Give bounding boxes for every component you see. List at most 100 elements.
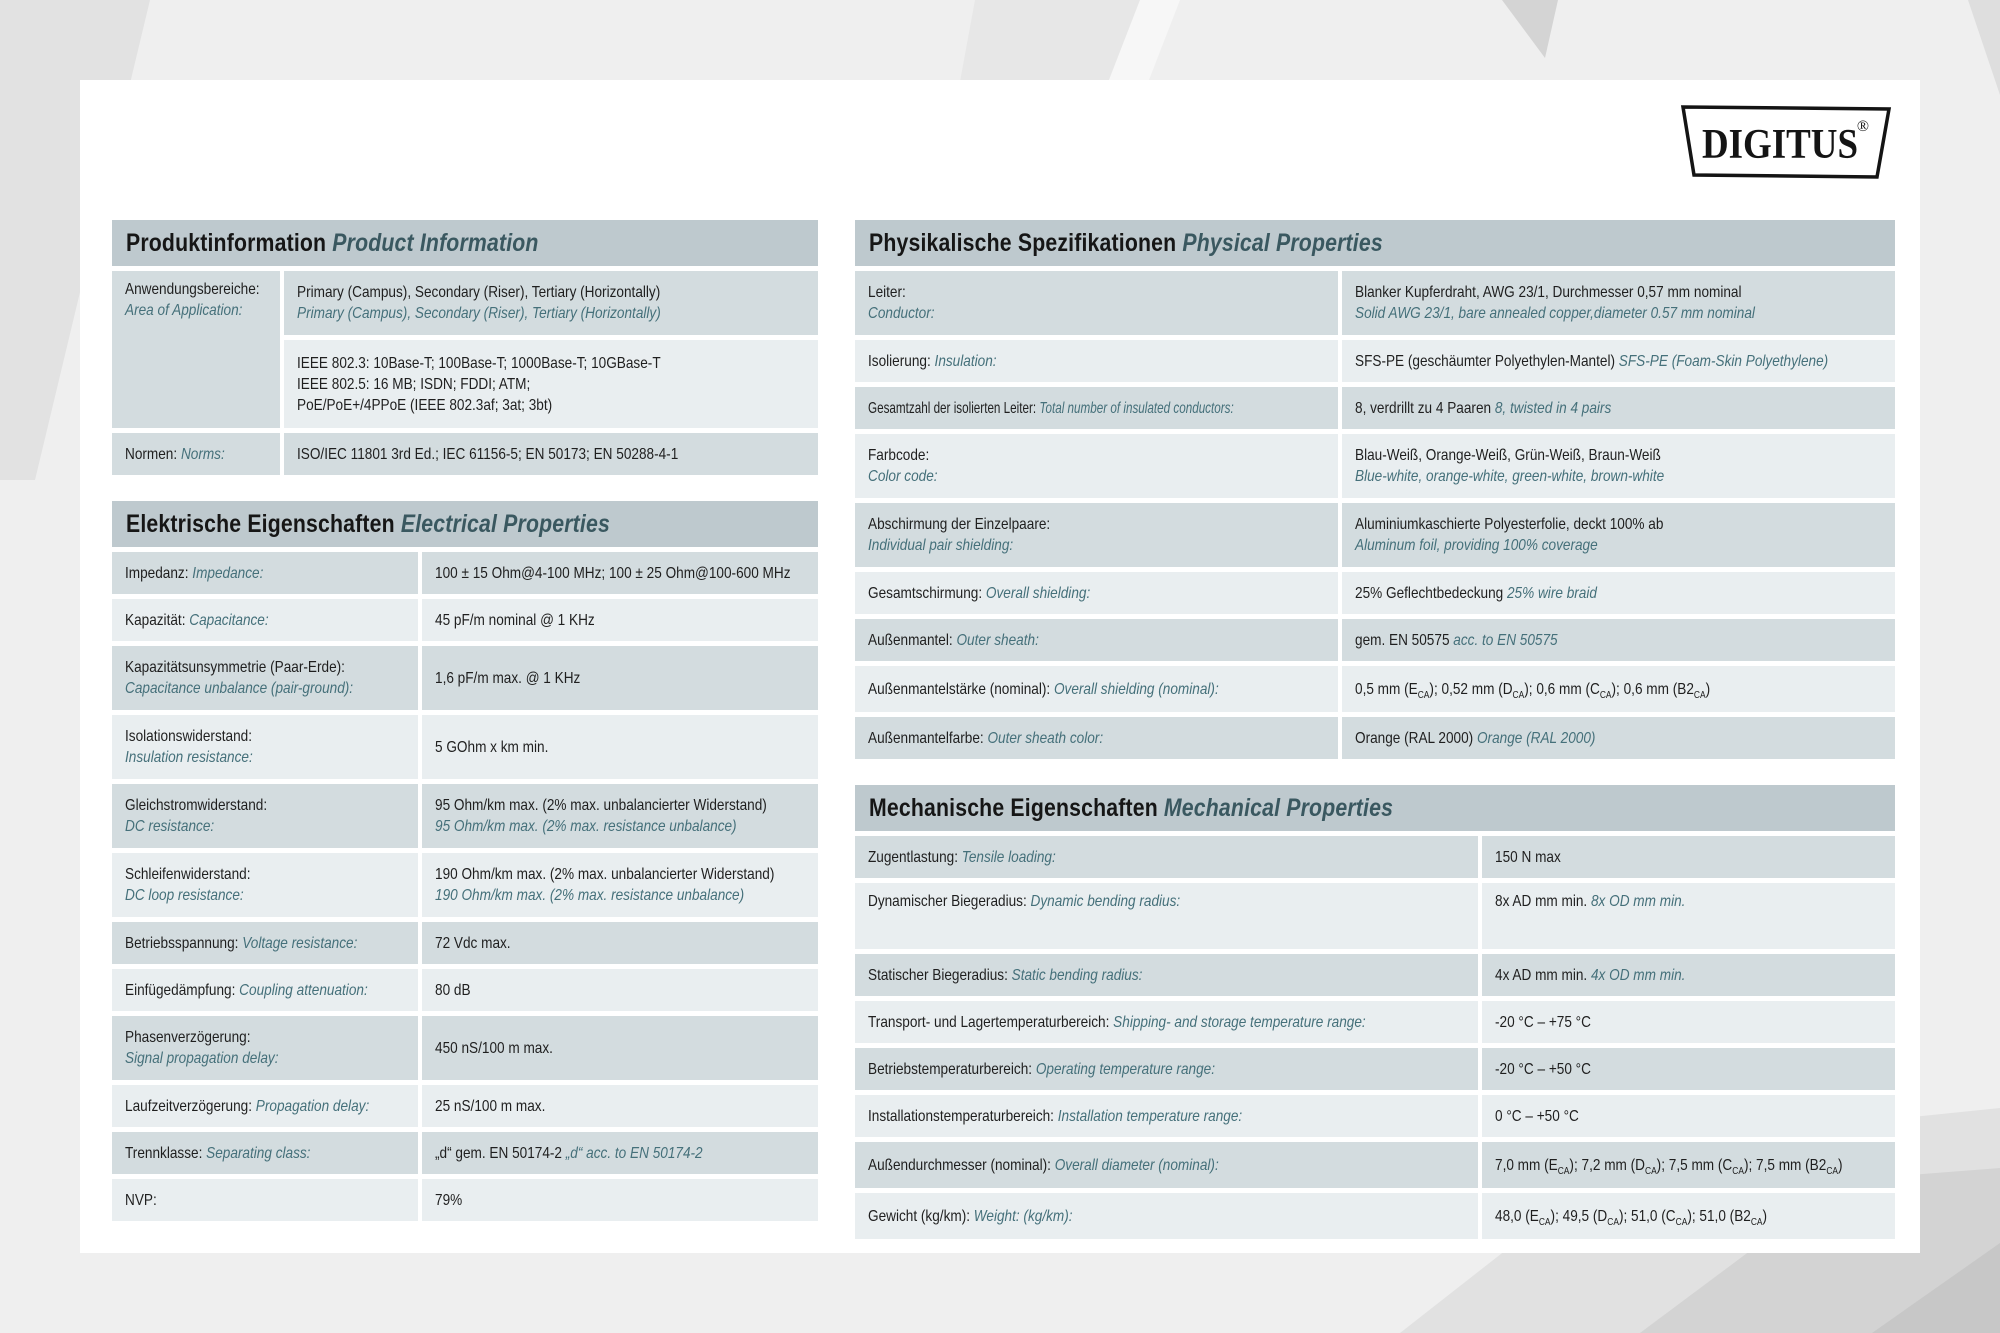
label-en: Overall diameter (nominal):	[1054, 1156, 1219, 1174]
section-rows: Anwendungsbereiche: Area of Application:…	[112, 271, 818, 475]
spec-value-cell: 8x AD mm min. 8x OD mm min.	[1482, 883, 1895, 949]
spec-row: Phasenverzögerung: Signal propagation de…	[112, 1016, 818, 1080]
spec-label-cell: Außenmantelfarbe: Outer sheath color:	[855, 717, 1338, 759]
value-de: 48,0 (ECA); 49,5 (DCA); 51,0 (CCA); 51,0…	[1495, 1207, 1768, 1228]
spec-value-cell: 95 Ohm/km max. (2% max. unbalancierter W…	[422, 784, 818, 848]
spec-row: Isolationswiderstand: Insulation resista…	[112, 715, 818, 779]
spec-label-cell: Abschirmung der Einzelpaare: Individual …	[855, 503, 1338, 567]
section-physical-properties: Physikalische Spezifikationen Physical P…	[855, 220, 1895, 759]
spec-value-cell: gem. EN 50575 acc. to EN 50575	[1342, 619, 1895, 661]
value-en: 8, twisted in 4 pairs	[1494, 399, 1612, 417]
value-de: Orange (RAL 2000)	[1355, 729, 1474, 747]
label-en: Conductor:	[868, 305, 935, 322]
spec-row: Betriebsspannung: Voltage resistance: 72…	[112, 922, 818, 964]
value-en: acc. to EN 50575	[1453, 631, 1558, 649]
spec-value-cell: 79%	[422, 1179, 818, 1221]
value-de: Primary (Campus), Secondary (Riser), Ter…	[297, 284, 661, 301]
spec-label-cell: Farbcode: Color code:	[855, 434, 1338, 498]
value-en: „d“ acc. to EN 50174-2	[565, 1144, 703, 1162]
spec-label-cell: Dynamischer Biegeradius: Dynamic bending…	[855, 883, 1478, 949]
spec-row: Kapazitätsunsymmetrie (Paar-Erde): Capac…	[112, 646, 818, 710]
label-de: Installationstemperaturbereich:	[868, 1107, 1054, 1125]
value-de: 1,6 pF/m max. @ 1 KHz	[435, 669, 581, 687]
label-en: Static bending radius:	[1011, 966, 1143, 984]
value-de: 8x AD mm min.	[1495, 893, 1588, 910]
label-de: Gesamtschirmung:	[868, 584, 983, 602]
spec-value-cell: 80 dB	[422, 969, 818, 1011]
value-de: Aluminiumkaschierte Polyesterfolie, deck…	[1355, 516, 1664, 533]
label-en: Total number of insulated conductors:	[1039, 399, 1234, 417]
spec-value-cell: 72 Vdc max.	[422, 922, 818, 964]
spec-label-cell: Gewicht (kg/km): Weight: (kg/km):	[855, 1193, 1478, 1239]
label-de: Anwendungsbereiche:	[125, 281, 260, 298]
value-de: 450 nS/100 m max.	[435, 1039, 553, 1057]
label-en: Overall shielding (nominal):	[1053, 680, 1219, 698]
spec-row: Gleichstromwiderstand: DC resistance: 95…	[112, 784, 818, 848]
label-de: Außenmantelstärke (nominal):	[868, 680, 1051, 698]
section-header: Elektrische Eigenschaften Electrical Pro…	[112, 501, 818, 547]
spec-label-cell: Kapazität: Capacitance:	[112, 599, 418, 641]
spec-label-cell: Statischer Biegeradius: Static bending r…	[855, 954, 1478, 996]
label-de: NVP:	[125, 1191, 157, 1209]
value-de: 4x AD mm min.	[1495, 966, 1588, 984]
spec-row: Abschirmung der Einzelpaare: Individual …	[855, 503, 1895, 567]
label-en: DC resistance:	[125, 818, 215, 835]
label-de: Farbcode:	[868, 447, 930, 464]
label-en: Tensile loading:	[961, 848, 1056, 866]
label-en: Weight: (kg/km):	[973, 1207, 1073, 1225]
spec-value-cell: Orange (RAL 2000) Orange (RAL 2000)	[1342, 717, 1895, 759]
spec-row: NVP: 79%	[112, 1179, 818, 1221]
spec-label-cell: Außenmantelstärke (nominal): Overall shi…	[855, 666, 1338, 712]
spec-value-cell: ISO/IEC 11801 3rd Ed.; IEC 61156-5; EN 5…	[284, 433, 818, 475]
spec-label-cell: Anwendungsbereiche: Area of Application:	[112, 271, 280, 428]
value-de: 150 N max	[1495, 848, 1561, 866]
spec-row: Außenmantel: Outer sheath: gem. EN 50575…	[855, 619, 1895, 661]
section-title-de: Mechanische Eigenschaften	[869, 793, 1158, 822]
label-en: Capacitance unbalance (pair-ground):	[125, 680, 354, 697]
spec-row: Außendurchmesser (nominal): Overall diam…	[855, 1142, 1895, 1188]
section-product-information: Produktinformation Product Information A…	[112, 220, 818, 475]
spec-row: Dynamischer Biegeradius: Dynamic bending…	[855, 883, 1895, 949]
logo-border	[1680, 105, 1892, 179]
label-de: Gleichstromwiderstand:	[125, 797, 268, 814]
label-en: Color code:	[868, 468, 938, 485]
label-de: Kapazitätsunsymmetrie (Paar-Erde):	[125, 659, 345, 676]
spec-value-cell: Aluminiumkaschierte Polyesterfolie, deck…	[1342, 503, 1895, 567]
label-de: Transport- und Lagertemperaturbereich:	[868, 1013, 1110, 1031]
value-de: 8, verdrillt zu 4 Paaren	[1355, 399, 1492, 417]
value-en: Aluminum foil, providing 100% coverage	[1355, 537, 1598, 554]
section-title-de: Elektrische Eigenschaften	[126, 509, 395, 538]
label-en: Insulation:	[934, 352, 997, 370]
label-de: Schleifenwiderstand:	[125, 866, 251, 883]
section-rows: Leiter: Conductor: Blanker Kupferdraht, …	[855, 271, 1895, 759]
spec-row: Zugentlastung: Tensile loading: 150 N ma…	[855, 836, 1895, 878]
spec-label-cell: Impedanz: Impedance:	[112, 552, 418, 594]
spec-value-cell: Blanker Kupferdraht, AWG 23/1, Durchmess…	[1342, 271, 1895, 335]
spec-row: Gesamtzahl der isolierten Leiter: Total …	[855, 387, 1895, 429]
label-de: Trennklasse:	[125, 1144, 203, 1162]
label-de: Statischer Biegeradius:	[868, 966, 1008, 984]
label-en: Overall shielding:	[985, 584, 1091, 602]
section-mechanical-properties: Mechanische Eigenschaften Mechanical Pro…	[855, 785, 1895, 1239]
label-de: Impedanz:	[125, 564, 189, 582]
spec-value-cell: 8, verdrillt zu 4 Paaren 8, twisted in 4…	[1342, 387, 1895, 429]
section-header: Produktinformation Product Information	[112, 220, 818, 266]
label-de: Außenmantelfarbe:	[868, 729, 984, 747]
label-de: Kapazität:	[125, 611, 186, 629]
spec-row: Kapazität: Capacitance: 45 pF/m nominal …	[112, 599, 818, 641]
label-de: Normen:	[125, 445, 178, 463]
spec-value-cell: IEEE 802.3: 10Base-T; 100Base-T; 1000Bas…	[284, 340, 818, 428]
label-en: Individual pair shielding:	[868, 537, 1014, 554]
spec-row: Gesamtschirmung: Overall shielding: 25% …	[855, 572, 1895, 614]
value-de: -20 °C – +50 °C	[1495, 1060, 1591, 1078]
section-rows: Impedanz: Impedance: 100 ± 15 Ohm@4-100 …	[112, 552, 818, 1221]
value-de: 0,5 mm (ECA); 0,52 mm (DCA); 0,6 mm (CCA…	[1355, 680, 1711, 701]
spec-row: Betriebstemperaturbereich: Operating tem…	[855, 1048, 1895, 1090]
value-de: 190 Ohm/km max. (2% max. unbalancierter …	[435, 866, 775, 883]
label-en: Signal propagation delay:	[125, 1050, 279, 1067]
spec-row: Leiter: Conductor: Blanker Kupferdraht, …	[855, 271, 1895, 335]
value-line: IEEE 802.3: 10Base-T; 100Base-T; 1000Bas…	[297, 354, 661, 372]
section-title-de: Physikalische Spezifikationen	[869, 228, 1177, 257]
spec-value-cell: 7,0 mm (ECA); 7,2 mm (DCA); 7,5 mm (CCA)…	[1482, 1142, 1895, 1188]
